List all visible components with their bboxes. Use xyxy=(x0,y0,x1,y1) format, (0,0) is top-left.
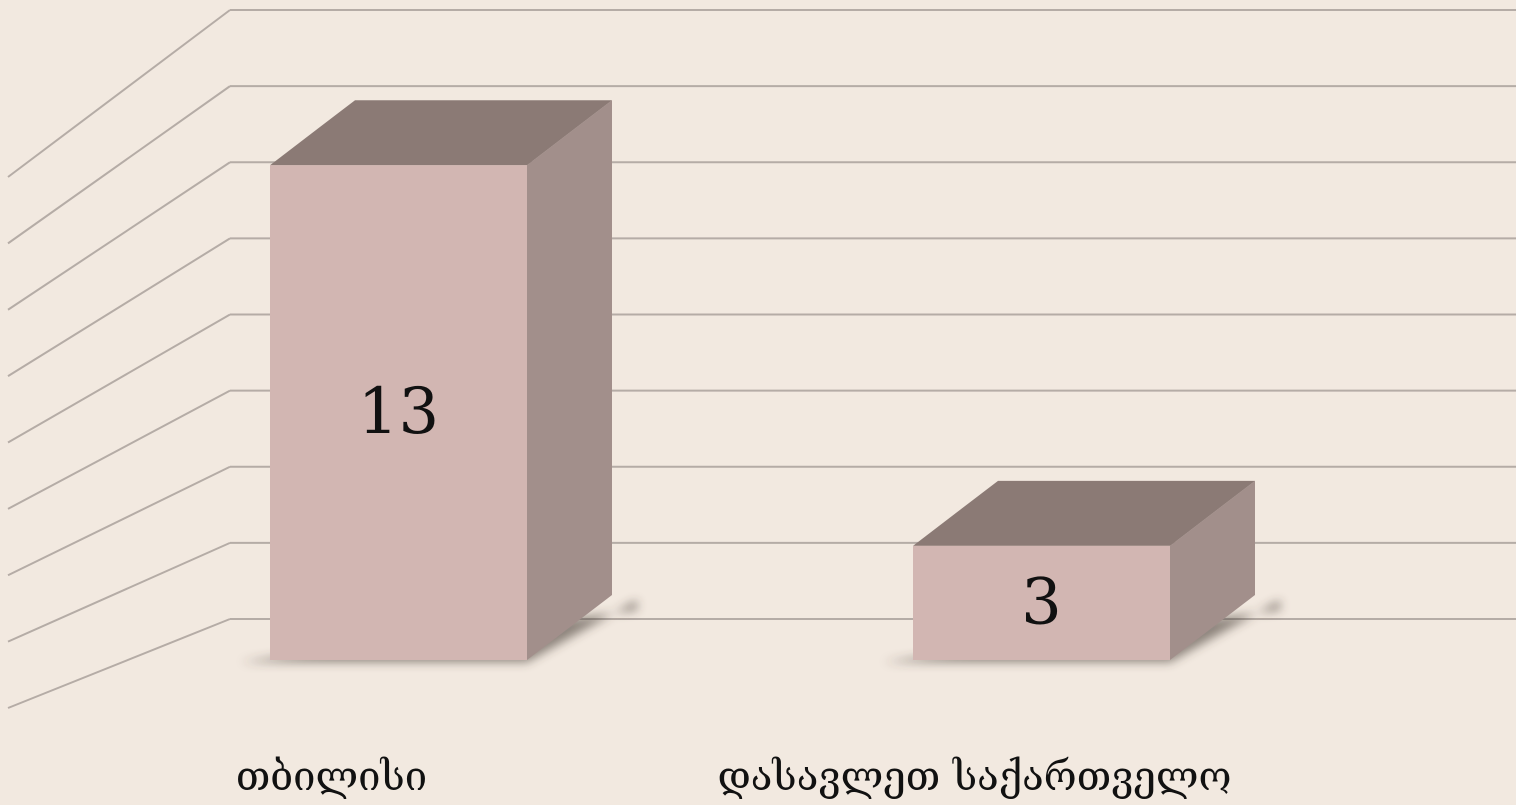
bar-top xyxy=(270,100,612,166)
data-label: 3 xyxy=(1021,565,1062,639)
x-tick-label: დასავლეთ საქართველო xyxy=(717,754,1231,800)
x-tick-label: თბილისი xyxy=(236,754,427,800)
bar-top xyxy=(913,480,1255,546)
bar xyxy=(270,165,527,660)
grid-line-side xyxy=(7,9,231,178)
grid-line-side xyxy=(7,161,231,311)
grid-line-side xyxy=(7,389,231,510)
bar-side xyxy=(527,100,612,660)
bar xyxy=(913,545,1170,660)
grid-line-side xyxy=(7,85,231,245)
grid-line-side xyxy=(7,541,231,643)
grid-line-side xyxy=(7,618,231,709)
grid-line-side xyxy=(7,313,231,444)
grid-line-side xyxy=(7,237,231,377)
grid-line-side xyxy=(7,465,231,577)
data-label: 13 xyxy=(358,375,439,449)
bar-side xyxy=(1170,480,1255,660)
